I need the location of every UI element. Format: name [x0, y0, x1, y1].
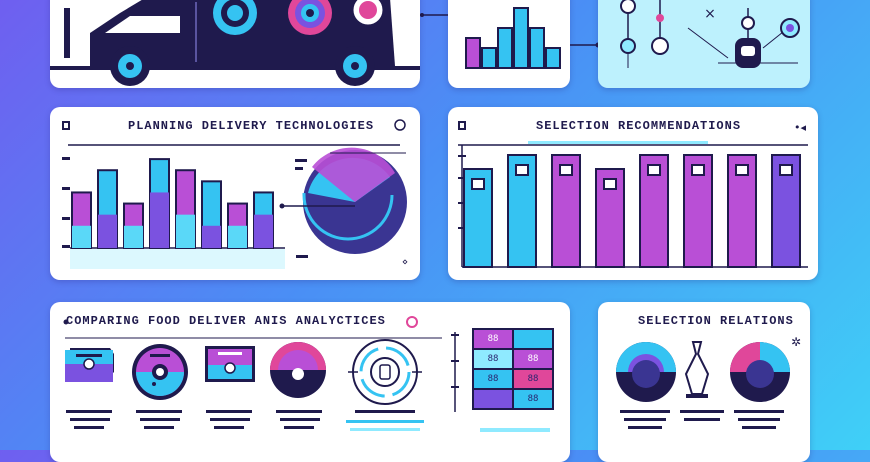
relations-panel: SELECTION RELATIONS ✲ [598, 302, 810, 462]
top-bar-5 [529, 27, 545, 69]
comparing-grid-label-2: 88 [487, 354, 499, 364]
selection-panel: •◂ SELECTION RECOMMENDATIONS [448, 107, 818, 280]
delivery-panel: ⋄ PLANNING DELIVERY TECHNOLOGIES [50, 107, 420, 280]
top-bar-4 [513, 7, 529, 69]
top-bar-6 [545, 47, 561, 69]
selection-bar-label-box-6 [691, 164, 705, 176]
van-icon [50, 0, 420, 86]
delivery-panel-title: PLANNING DELIVERY TECHNOLOGIES [128, 119, 375, 133]
comparing-grid-label-1: 88 [487, 334, 499, 344]
selection-bar-chart [463, 154, 801, 268]
delivery-bar-lower-6 [202, 225, 221, 248]
chess-piece-icon [684, 341, 710, 398]
selection-bar-label-box-2 [515, 164, 529, 176]
delivery-bar-lower-8 [254, 214, 273, 248]
comparing-grid-label-6: 88 [527, 394, 539, 404]
delivery-bar-lower-1 [72, 225, 91, 248]
delivery-bar-lower-4 [150, 192, 169, 248]
delivery-bar-lower-7 [228, 225, 247, 248]
delivery-bar-lower-2 [98, 214, 117, 248]
top-bar-2 [481, 47, 497, 69]
pie-icon [279, 147, 407, 254]
relations-panel-title: SELECTION RELATIONS [638, 314, 794, 328]
delivery-bar-lower-3 [124, 225, 143, 248]
network-panel: × [598, 0, 810, 88]
wheel-icon [110, 46, 375, 86]
svg-text:•◂: •◂ [794, 121, 806, 134]
selection-bar-label-box-3 [559, 164, 573, 176]
gear-icon: ✲ [791, 335, 801, 349]
comparing-panel: COMPARING FOOD DELIVER ANIS ANALYCTICES [50, 302, 570, 462]
selection-bar-label-box-4 [603, 178, 617, 190]
comparing-grid-label-5: 88 [527, 374, 539, 384]
selection-bar-label-box-7 [735, 164, 749, 176]
comparing-grid-label-3: 88 [527, 354, 539, 364]
target-icon [348, 339, 422, 405]
comparing-card-captions [66, 410, 322, 429]
comparing-panel-title: COMPARING FOOD DELIVER ANIS ANALYCTICES [66, 314, 386, 328]
svg-text:⋄: ⋄ [402, 257, 408, 268]
selection-bar-label-box-1 [471, 178, 485, 190]
top-bar-chart-panel [448, 0, 570, 88]
network-icon: × [620, 0, 800, 68]
top-bar-chart [465, 7, 561, 69]
top-bar-3 [497, 27, 513, 69]
selection-panel-title: SELECTION RECOMMENDATIONS [536, 119, 742, 133]
delivery-bar-chart [71, 158, 274, 249]
selection-bar-label-box-8 [779, 164, 793, 176]
top-bar-1 [465, 37, 481, 69]
tag-icon [65, 348, 114, 382]
svg-text:×: × [704, 6, 716, 22]
comparing-grid-label-4: 88 [487, 374, 499, 384]
relations-panel-decor: ✲ [616, 335, 801, 429]
selection-bar-label-box-5 [647, 164, 661, 176]
delivery-bar-lower-5 [176, 214, 195, 248]
comparing-panel-decor [63, 316, 554, 432]
van-panel [50, 0, 420, 88]
